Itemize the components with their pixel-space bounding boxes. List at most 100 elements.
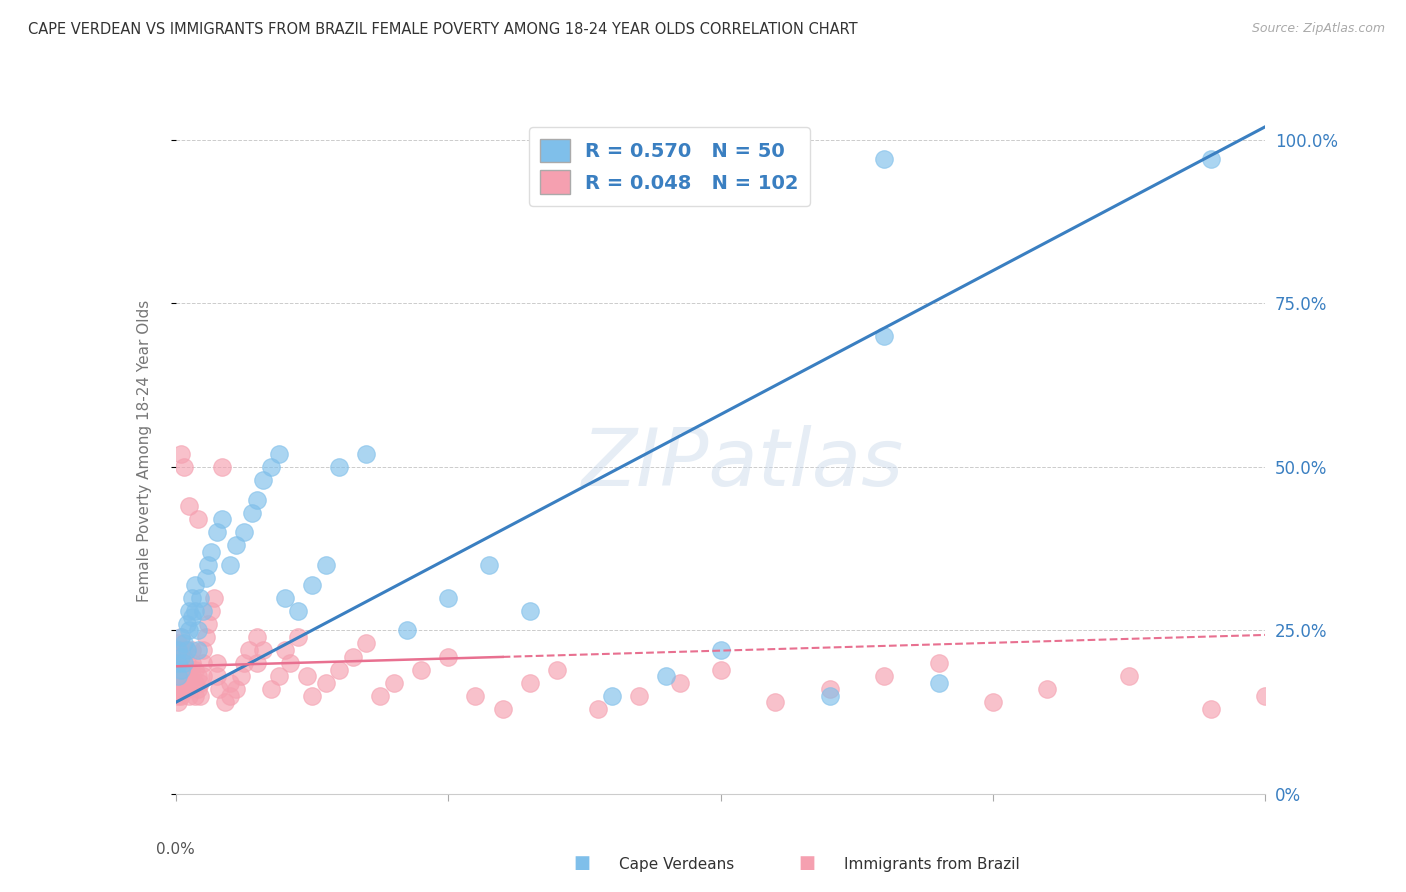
Point (315, 558, 337, 572)
Point (191, 669, 214, 683)
Legend: R = 0.570   N = 50, R = 0.048   N = 102: R = 0.570 N = 50, R = 0.048 N = 102 (529, 127, 810, 206)
Point (179, 604, 201, 618)
Point (246, 630, 269, 644)
Point (409, 663, 432, 677)
Point (176, 616, 198, 631)
Point (191, 643, 214, 657)
Point (167, 643, 190, 657)
Point (167, 669, 190, 683)
Point (173, 656, 195, 670)
Point (368, 689, 391, 703)
Point (328, 459, 350, 474)
Point (655, 669, 678, 683)
Point (600, 689, 623, 703)
Point (179, 663, 201, 677)
Point (818, 689, 841, 703)
Point (167, 669, 190, 683)
Point (167, 643, 190, 657)
Point (818, 682, 841, 697)
Point (200, 604, 222, 618)
Point (627, 689, 650, 703)
Point (1254, 689, 1277, 703)
Point (184, 663, 207, 677)
Point (287, 630, 309, 644)
Point (194, 571, 217, 585)
Point (188, 591, 211, 605)
Point (246, 656, 269, 670)
Point (184, 689, 207, 703)
Point (873, 153, 896, 167)
Text: ■: ■ (799, 855, 815, 872)
Point (176, 643, 198, 657)
Point (170, 663, 193, 677)
Point (202, 591, 225, 605)
Point (928, 675, 950, 690)
Point (186, 669, 209, 683)
Point (269, 669, 291, 683)
Point (260, 459, 283, 474)
Point (197, 616, 219, 631)
Point (170, 663, 193, 677)
Point (464, 689, 486, 703)
Point (167, 695, 190, 709)
Point (167, 663, 190, 677)
Point (231, 669, 253, 683)
Point (519, 675, 541, 690)
Point (170, 669, 193, 683)
Point (191, 604, 214, 618)
Text: 0.0%: 0.0% (156, 842, 195, 857)
Point (232, 525, 254, 540)
Point (176, 682, 198, 697)
Point (328, 663, 350, 677)
Point (382, 675, 405, 690)
Point (179, 624, 201, 638)
Point (200, 545, 222, 559)
Point (173, 682, 195, 697)
Point (170, 689, 193, 703)
Point (167, 636, 190, 650)
Point (928, 656, 950, 670)
Point (170, 630, 193, 644)
Point (1199, 702, 1222, 716)
Point (167, 649, 190, 664)
Point (252, 473, 274, 487)
Point (274, 643, 297, 657)
Point (315, 675, 337, 690)
Point (170, 649, 193, 664)
Point (173, 459, 195, 474)
Point (763, 695, 786, 709)
Y-axis label: Female Poverty Among 18-24 Year Olds: Female Poverty Among 18-24 Year Olds (138, 300, 152, 601)
Point (188, 675, 211, 690)
Point (252, 643, 274, 657)
Text: Source: ZipAtlas.com: Source: ZipAtlas.com (1251, 22, 1385, 36)
Point (186, 682, 209, 697)
Point (173, 669, 195, 683)
Text: CAPE VERDEAN VS IMMIGRANTS FROM BRAZIL FEMALE POVERTY AMONG 18-24 YEAR OLDS CORR: CAPE VERDEAN VS IMMIGRANTS FROM BRAZIL F… (28, 22, 858, 37)
Point (238, 643, 260, 657)
Point (205, 669, 228, 683)
Point (205, 525, 228, 540)
Point (225, 682, 247, 697)
Point (173, 656, 195, 670)
Point (170, 675, 193, 690)
Point (211, 459, 233, 474)
Text: Immigrants from Brazil: Immigrants from Brazil (844, 857, 1019, 872)
Point (269, 447, 291, 461)
Point (1364, 695, 1386, 709)
Point (219, 558, 242, 572)
Point (184, 577, 207, 591)
Point (356, 636, 378, 650)
Point (274, 591, 297, 605)
Point (170, 656, 193, 670)
Point (211, 512, 233, 526)
Point (710, 643, 733, 657)
Point (1281, 675, 1303, 690)
Point (176, 656, 198, 670)
Point (181, 591, 204, 605)
Point (186, 624, 209, 638)
Point (437, 591, 460, 605)
Point (478, 558, 501, 572)
Point (246, 492, 269, 507)
Point (167, 689, 190, 703)
Point (396, 624, 419, 638)
